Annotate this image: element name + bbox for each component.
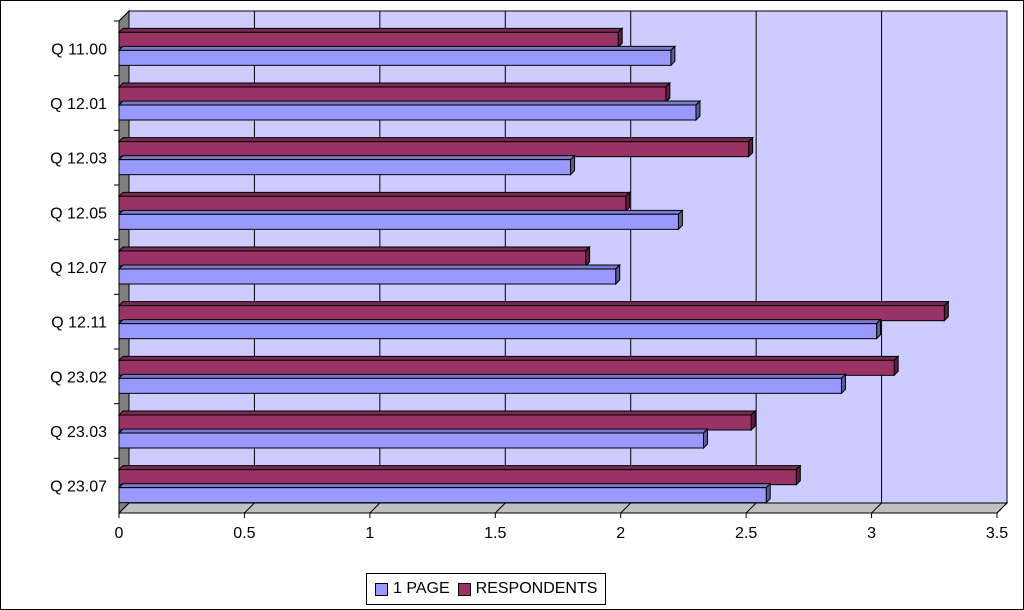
- gridline-floor: [996, 502, 1008, 514]
- bar-respondents: [118, 86, 667, 103]
- bar-top-respondents: [117, 410, 757, 416]
- bar-respondents: [118, 359, 895, 376]
- bar-1-page: [118, 213, 679, 230]
- y-tick-label: Q 23.07: [50, 479, 107, 496]
- bar-top-respondents: [117, 465, 802, 471]
- y-tick-label: Q 12.05: [50, 205, 107, 222]
- bar-respondents: [118, 469, 797, 486]
- bar-top-respondents: [117, 355, 900, 361]
- bar-1-page: [118, 432, 704, 449]
- bar-end-respondents: [795, 464, 801, 486]
- bar-end-respondents: [617, 27, 623, 49]
- bar-1-page: [118, 268, 617, 285]
- bar-1-page: [118, 323, 878, 340]
- y-tick-label: Q 23.02: [50, 369, 107, 386]
- bar-respondents: [118, 250, 587, 267]
- bar-end-1-page: [570, 154, 576, 176]
- bar-end-respondents: [943, 300, 949, 322]
- y-tick-label: Q 12.07: [50, 260, 107, 277]
- bar-top-respondents: [117, 191, 631, 197]
- bar-1-page: [118, 159, 572, 176]
- bar-chart: 0 0.5 1 1.5 2 2.5 3 3.5 Q 11.00 Q 12.01 Q 12.03 Q 1…: [50, 9, 1009, 542]
- bar-respondents: [118, 141, 750, 158]
- y-tick-label: Q 11.00: [51, 41, 107, 58]
- bar-end-1-page: [876, 318, 882, 340]
- legend: 1 PAGE RESPONDENTS: [366, 573, 607, 605]
- bar-top-respondents: [117, 82, 672, 88]
- bar-top-1-page: [117, 319, 882, 325]
- x-tick-label: 3.5: [986, 525, 1008, 542]
- gridline-floor: [494, 502, 506, 514]
- y-tick-label: Q 23.03: [50, 424, 107, 441]
- bar-end-1-page: [702, 427, 708, 450]
- gridline-floor: [369, 502, 381, 514]
- bar-1-page: [118, 487, 767, 504]
- bar-top-respondents: [117, 137, 754, 143]
- bar-end-1-page: [615, 263, 621, 286]
- bar-top-1-page: [117, 155, 576, 161]
- bar-end-1-page: [840, 373, 846, 395]
- bar-top-1-page: [117, 373, 847, 379]
- bar-end-respondents: [585, 245, 591, 268]
- x-tick-label: 2.5: [735, 525, 757, 542]
- bar-respondents: [118, 195, 627, 212]
- bar-end-1-page: [677, 209, 683, 231]
- x-tick-label: 0.5: [233, 525, 255, 542]
- legend-item-1-page: 1 PAGE: [375, 580, 450, 598]
- bar-end-respondents: [665, 81, 671, 104]
- bar-end-respondents: [625, 191, 631, 213]
- y-tick-label: Q 12.01: [50, 96, 107, 113]
- legend-item-respondents: RESPONDENTS: [457, 580, 598, 598]
- gridline-floor: [244, 502, 255, 514]
- bar-end-respondents: [748, 136, 754, 158]
- bar-1-page: [118, 377, 842, 394]
- x-tick-label: 2: [616, 525, 625, 542]
- legend-label-respondents: RESPONDENTS: [475, 580, 598, 597]
- bar-1-page: [118, 104, 697, 121]
- bar-top-respondents: [117, 27, 624, 33]
- x-tick-label: 1: [365, 525, 374, 542]
- bar-top-1-page: [117, 428, 709, 434]
- bar-top-1-page: [117, 264, 621, 270]
- bar-end-1-page: [670, 45, 676, 67]
- bar-top-respondents: [117, 301, 950, 307]
- gridline-floor: [620, 502, 632, 514]
- gridline-floor: [745, 502, 757, 514]
- x-tick-label: 0: [115, 525, 124, 542]
- y-tick-label: Q 12.03: [50, 151, 107, 168]
- bar-respondents: [118, 31, 619, 48]
- bar-respondents: [118, 305, 945, 322]
- plot-floor: [117, 502, 1009, 514]
- bar-top-respondents: [117, 246, 591, 252]
- x-tick-label: 1.5: [484, 525, 506, 542]
- x-tick-label: 3: [867, 525, 876, 542]
- bar-top-1-page: [117, 100, 702, 106]
- bar-end-respondents: [893, 355, 899, 377]
- legend-label-1-page: 1 PAGE: [393, 580, 450, 597]
- legend-swatch-respondents: [457, 582, 471, 596]
- bar-top-1-page: [117, 483, 772, 489]
- bar-top-1-page: [117, 209, 684, 215]
- bar-end-1-page: [695, 99, 701, 122]
- gridline-floor: [871, 502, 882, 514]
- bar-end-1-page: [765, 482, 771, 504]
- bar-respondents: [118, 414, 752, 431]
- bar-end-respondents: [750, 409, 756, 432]
- bar-1-page: [118, 49, 672, 66]
- y-tick-label: Q 12.11: [51, 315, 107, 332]
- bar-top-1-page: [117, 45, 677, 51]
- legend-swatch-1-page: [375, 582, 388, 596]
